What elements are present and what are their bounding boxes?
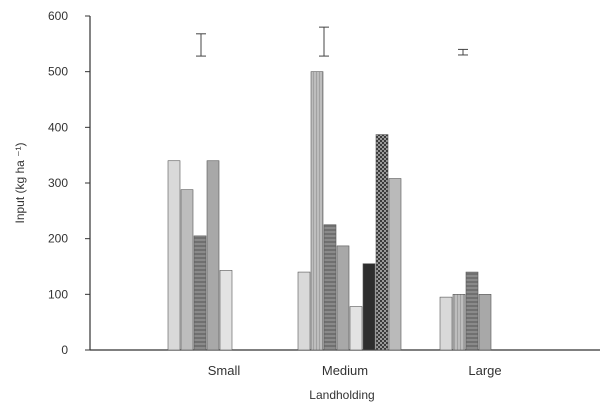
bar-medium-8 [388, 178, 402, 351]
y-ticks: 0 100 200 300 400 500 600 [48, 9, 90, 357]
error-bars [196, 26, 468, 57]
bar-medium-6 [362, 263, 376, 351]
y-tick-label: 400 [48, 120, 68, 134]
y-axis-title: Input (kg ha ⁻¹) [13, 142, 27, 223]
y-tick-label: 300 [48, 176, 68, 190]
y-tick-label: 500 [48, 65, 68, 79]
bar-small-1 [167, 160, 181, 351]
category-label-small: Small [208, 363, 241, 378]
category-label-large: Large [468, 363, 501, 378]
bar-large-3 [465, 271, 479, 351]
bar-large-2 [452, 294, 466, 351]
bar-medium-1 [297, 271, 311, 351]
y-tick-label: 200 [48, 232, 68, 246]
bar-medium-2 [310, 71, 324, 351]
category-labels: Small Medium Large [208, 363, 502, 378]
bar-large-4 [478, 294, 492, 351]
bar-medium-3 [323, 224, 337, 351]
bar-medium-7 [375, 134, 389, 351]
y-tick-label: 0 [61, 343, 68, 357]
bar-medium-5 [349, 306, 363, 351]
category-label-medium: Medium [322, 363, 368, 378]
y-tick-label: 600 [48, 9, 68, 23]
bar-small-2 [180, 189, 194, 351]
bar-medium-4 [336, 245, 350, 351]
x-axis-title: Landholding [309, 388, 374, 402]
bar-small-3 [193, 235, 207, 351]
bar-small-5 [219, 270, 233, 351]
bar-large-1 [439, 296, 453, 351]
bar-small-4 [206, 160, 220, 351]
y-tick-label: 100 [48, 287, 68, 301]
bars [167, 71, 492, 351]
